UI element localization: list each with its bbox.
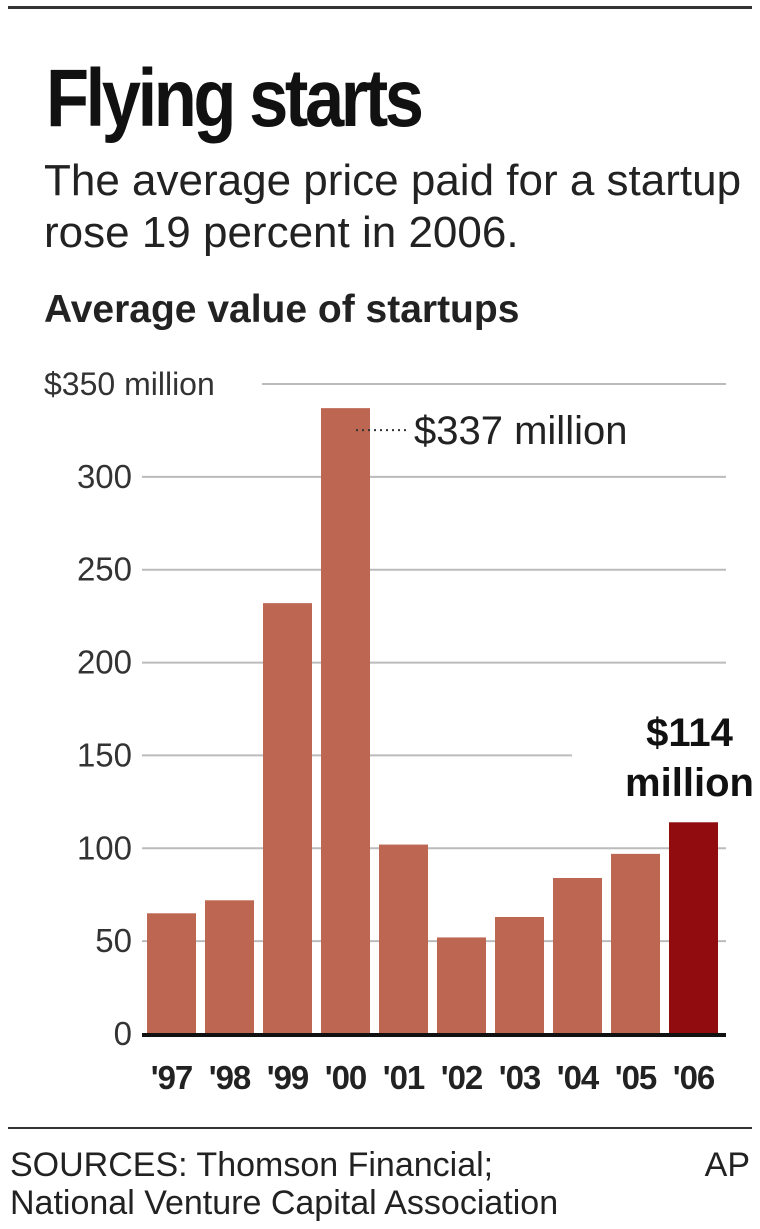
bar-97 <box>147 913 196 1034</box>
top-rule <box>8 6 752 9</box>
bar-03 <box>495 917 544 1034</box>
bar-06 <box>669 822 718 1034</box>
label-knockout <box>572 748 732 812</box>
x-tick-label: '98 <box>209 1059 251 1096</box>
x-tick-label: '99 <box>267 1059 309 1096</box>
x-tick-label: '01 <box>383 1059 425 1096</box>
chart-subtitle: The average price paid for a startup ros… <box>44 156 742 257</box>
source-line-2: National Venture Capital Association <box>10 1184 559 1222</box>
annotation-latest-value: million <box>625 761 754 805</box>
x-tick-label: '05 <box>615 1059 657 1096</box>
y-tick-label: 200 <box>77 644 132 681</box>
credit-label: AP <box>704 1146 750 1184</box>
bar-02 <box>437 937 486 1034</box>
annotation-latest-value: $114 <box>646 711 734 755</box>
y-tick-label: 50 <box>95 922 132 959</box>
annotation-peak-value: $337 million <box>414 409 627 453</box>
bar-04 <box>553 878 602 1034</box>
x-tick-label: '02 <box>441 1059 483 1096</box>
y-tick-label: 150 <box>77 736 132 773</box>
chart-headline: Flying starts <box>46 53 424 144</box>
x-tick-label: '00 <box>325 1059 367 1096</box>
bottom-rule <box>8 1127 752 1129</box>
y-tick-label: 300 <box>77 458 132 495</box>
bar-98 <box>205 900 254 1034</box>
x-tick-label: '03 <box>499 1059 541 1096</box>
bar-99 <box>263 603 312 1034</box>
y-tick-label: 0 <box>114 1015 132 1052</box>
source-note: SOURCES: Thomson Financial; National Ven… <box>10 1146 558 1222</box>
y-tick-label: 100 <box>77 829 132 866</box>
bar-05 <box>611 853 660 1034</box>
y-tick-label: 250 <box>77 551 132 588</box>
x-tick-label: '97 <box>151 1059 193 1096</box>
bar-00 <box>321 408 370 1035</box>
y-tick-label: $350 million <box>44 366 215 402</box>
x-tick-label: '06 <box>673 1059 715 1096</box>
source-line-1: SOURCES: Thomson Financial; <box>10 1146 494 1184</box>
x-tick-label: '04 <box>557 1059 600 1096</box>
chart-title: Average value of startups <box>44 288 520 331</box>
bar-01 <box>379 844 428 1034</box>
